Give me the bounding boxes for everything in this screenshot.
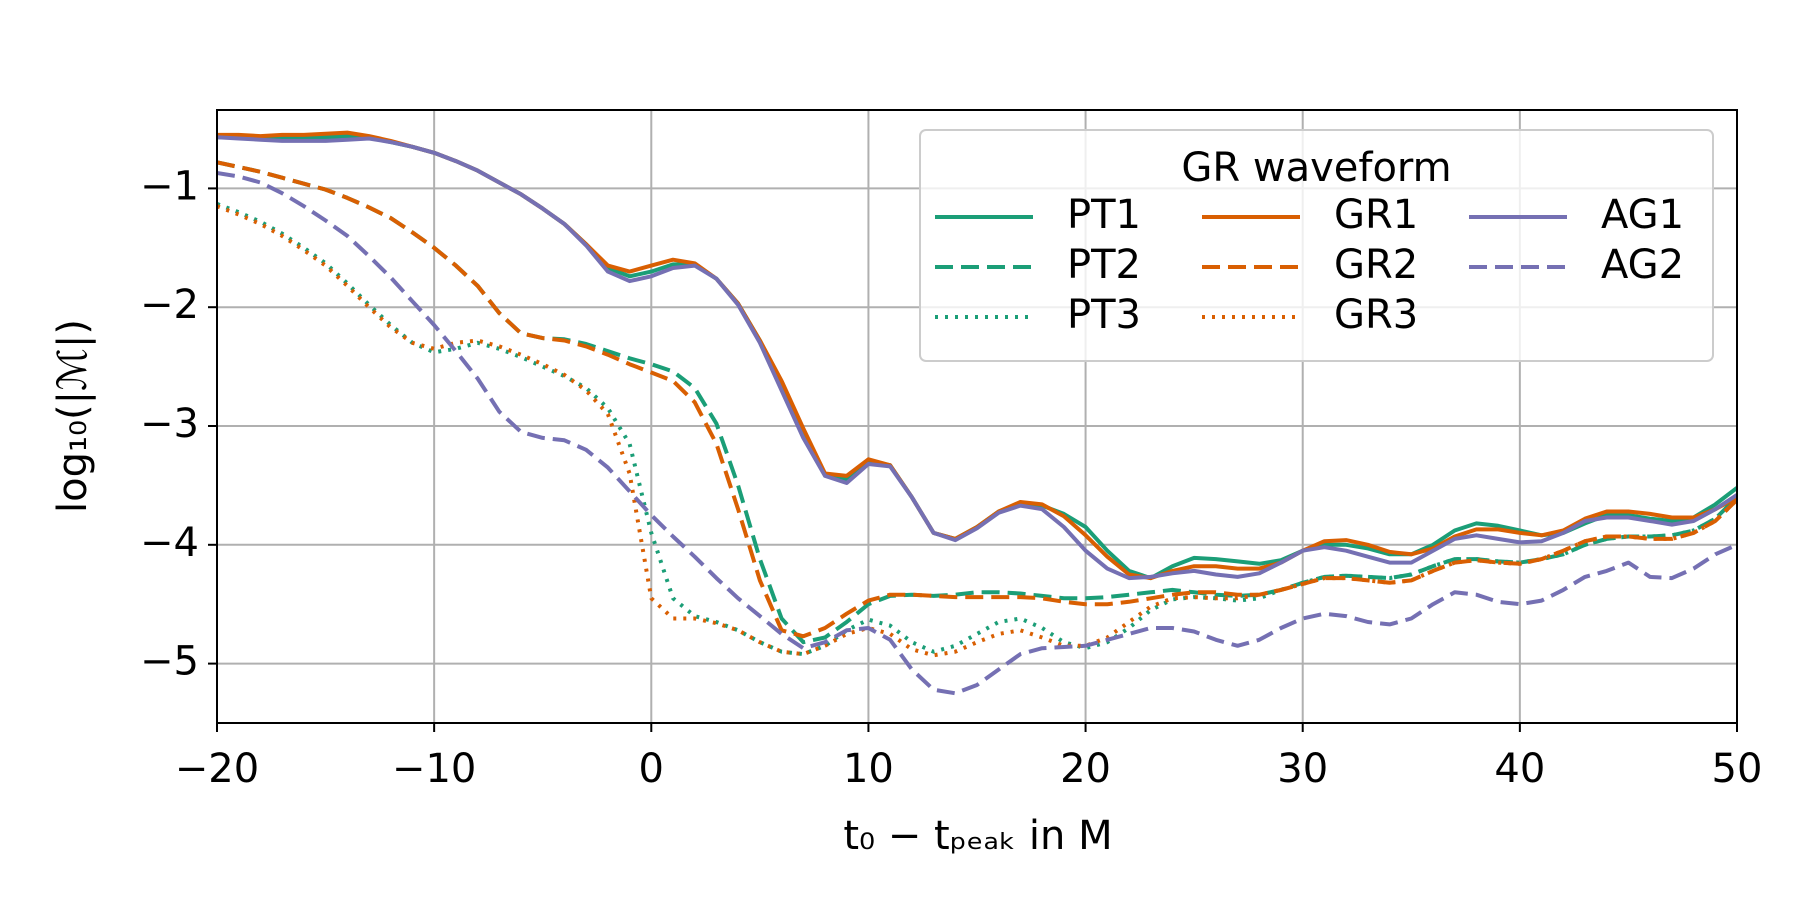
x-tick-label: 0 xyxy=(639,746,664,792)
x-axis-label: t₀ − tₚₑₐₖ in M xyxy=(843,813,1112,859)
y-tick-label: −4 xyxy=(140,520,199,566)
y-axis-label: log₁₀(|ℳ|) xyxy=(50,319,96,513)
y-tick-label: −5 xyxy=(140,639,199,685)
x-tick-label: 10 xyxy=(843,746,894,792)
axes-frame xyxy=(216,109,1738,724)
legend-label: AG2 xyxy=(1601,242,1684,288)
legend-label: PT2 xyxy=(1067,242,1141,288)
y-tick-label: −3 xyxy=(140,401,199,447)
legend-label: AG1 xyxy=(1601,192,1684,238)
legend-box xyxy=(919,129,1714,362)
x-tick-label: 40 xyxy=(1494,746,1545,792)
legend-label: PT1 xyxy=(1067,192,1141,238)
x-tick-label: 50 xyxy=(1712,746,1763,792)
legend-label: GR2 xyxy=(1334,242,1418,288)
x-tick-label: −10 xyxy=(392,746,476,792)
series-line xyxy=(217,202,1737,657)
x-tick-label: −20 xyxy=(175,746,259,792)
legend-title: GR waveform xyxy=(1181,145,1451,191)
x-tick-label: 20 xyxy=(1060,746,1111,792)
series-line xyxy=(217,171,1737,696)
y-tick-label: −2 xyxy=(140,282,199,328)
y-tick-label: −1 xyxy=(140,163,199,209)
series-line xyxy=(217,135,1737,581)
legend-label: GR3 xyxy=(1334,292,1418,338)
legend-label: GR1 xyxy=(1334,192,1418,238)
x-tick-label: 30 xyxy=(1277,746,1328,792)
series-line xyxy=(217,204,1737,658)
legend-label: PT3 xyxy=(1067,292,1141,338)
series-line xyxy=(217,160,1737,639)
